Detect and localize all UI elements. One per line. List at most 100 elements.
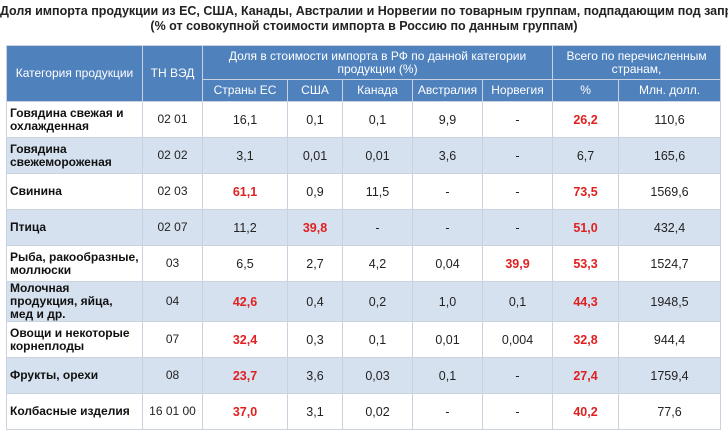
category-cell: Фрукты, орехи bbox=[6, 357, 143, 394]
usa-share-cell: 0,01 bbox=[287, 137, 343, 174]
header-total-group: Всего по перечисленным странам, bbox=[552, 45, 722, 80]
australia-share-cell: - bbox=[412, 173, 483, 210]
usa-share-cell: 2,7 bbox=[287, 245, 343, 282]
norway-share-cell: 0,1 bbox=[481, 281, 554, 322]
table-body: Говядина свежая и охлажденная 02 01 16,1 0,… bbox=[6, 101, 722, 430]
table-row: Овощи и некоторые корнеплоды 07 32,4 0,3 0,1… bbox=[6, 321, 722, 358]
tn-ved-cell: 07 bbox=[142, 321, 203, 358]
category-cell: Говядина свежемороженая bbox=[6, 137, 143, 174]
header-category: Категория продукции bbox=[6, 45, 143, 102]
canada-share-cell: 0,2 bbox=[342, 281, 413, 322]
eu-share-cell: 11,2 bbox=[202, 209, 288, 246]
tn-ved-cell: 02 02 bbox=[142, 137, 203, 174]
usa-share-cell: 39,8 bbox=[287, 209, 343, 246]
total-mln-usd-cell: 77,6 bbox=[618, 393, 722, 430]
eu-share-cell: 3,1 bbox=[202, 137, 288, 174]
usa-share-cell: 3,1 bbox=[287, 393, 343, 430]
total-mln-usd-cell: 432,4 bbox=[618, 209, 722, 246]
eu-share-cell: 16,1 bbox=[202, 101, 288, 138]
tn-ved-cell: 02 03 bbox=[142, 173, 203, 210]
canada-share-cell: 11,5 bbox=[342, 173, 413, 210]
table-row: Свинина 02 03 61,1 0,9 11,5- -73,5 1569,6 bbox=[6, 173, 722, 210]
canada-share-cell: 0,01 bbox=[342, 137, 413, 174]
total-percent-cell: 40,2 bbox=[552, 393, 620, 430]
usa-share-cell: 0,4 bbox=[287, 281, 343, 322]
title-line-2: (% от совокупной стоимости импорта в Рос… bbox=[150, 19, 578, 33]
header-australia: Австралия bbox=[412, 79, 483, 102]
australia-share-cell: 0,1 bbox=[412, 357, 483, 394]
header-norway: Норвегия bbox=[481, 79, 554, 102]
australia-share-cell: 0,01 bbox=[412, 321, 483, 358]
category-cell: Рыба, ракообразные, моллюски bbox=[6, 245, 143, 282]
total-mln-usd-cell: 1569,6 bbox=[618, 173, 722, 210]
header-tn-ved: ТН ВЭД bbox=[142, 45, 203, 102]
total-percent-cell: 27,4 bbox=[552, 357, 620, 394]
australia-share-cell: 3,6 bbox=[412, 137, 483, 174]
table-title: Доля импорта продукции из ЕС, США, Канад… bbox=[0, 4, 728, 34]
tn-ved-cell: 02 01 bbox=[142, 101, 203, 138]
category-cell: Молочная продукция, яйца, мед и др. bbox=[6, 281, 143, 322]
norway-share-cell: - bbox=[481, 209, 554, 246]
total-mln-usd-cell: 110,6 bbox=[618, 101, 722, 138]
total-percent-cell: 6,7 bbox=[552, 137, 620, 174]
table-row: Птица 02 07 11,2 39,8- - -51,0 432,4 bbox=[6, 209, 722, 246]
header-mln-usd: Млн. долл. bbox=[618, 79, 722, 102]
total-percent-cell: 32,8 bbox=[552, 321, 620, 358]
total-percent-cell: 73,5 bbox=[552, 173, 620, 210]
table-row: Говядина свежая и охлажденная 02 01 16,1 0,… bbox=[6, 101, 722, 138]
tn-ved-cell: 04 bbox=[142, 281, 203, 322]
tn-ved-cell: 03 bbox=[142, 245, 203, 282]
norway-share-cell: - bbox=[481, 393, 554, 430]
total-percent-cell: 26,2 bbox=[552, 101, 620, 138]
canada-share-cell: 0,1 bbox=[342, 101, 413, 138]
eu-share-cell: 37,0 bbox=[202, 393, 288, 430]
category-cell: Птица bbox=[6, 209, 143, 246]
canada-share-cell: 0,02 bbox=[342, 393, 413, 430]
eu-share-cell: 23,7 bbox=[202, 357, 288, 394]
table-row: Молочная продукция, яйца, мед и др. 04 42,… bbox=[6, 281, 722, 322]
canada-share-cell: 0,03 bbox=[342, 357, 413, 394]
table-row: Говядина свежемороженая 02 02 3,1 0,01 0,01 3… bbox=[6, 137, 722, 174]
usa-share-cell: 0,3 bbox=[287, 321, 343, 358]
canada-share-cell: 4,2 bbox=[342, 245, 413, 282]
table-row: Рыба, ракообразные, моллюски 03 6,5 2,7 4,2 0… bbox=[6, 245, 722, 282]
total-mln-usd-cell: 165,6 bbox=[618, 137, 722, 174]
total-mln-usd-cell: 1948,5 bbox=[618, 281, 722, 322]
australia-share-cell: 9,9 bbox=[412, 101, 483, 138]
norway-share-cell: 0,004 bbox=[481, 321, 554, 358]
category-cell: Свинина bbox=[6, 173, 143, 210]
norway-share-cell: - bbox=[481, 173, 554, 210]
import-share-table: Категория продукции ТН ВЭД Доля в стоимо… bbox=[6, 45, 722, 430]
header-eu: Страны ЕС bbox=[202, 79, 288, 102]
tn-ved-cell: 02 07 bbox=[142, 209, 203, 246]
australia-share-cell: - bbox=[412, 393, 483, 430]
canada-share-cell: 0,1 bbox=[342, 321, 413, 358]
usa-share-cell: 0,9 bbox=[287, 173, 343, 210]
total-percent-cell: 44,3 bbox=[552, 281, 620, 322]
australia-share-cell: - bbox=[412, 209, 483, 246]
header-share-group: Доля в стоимости импорта в РФ по данной … bbox=[201, 45, 554, 80]
header-percent: % bbox=[552, 79, 620, 102]
tn-ved-cell: 16 01 00 bbox=[142, 393, 203, 430]
australia-share-cell: 1,0 bbox=[412, 281, 483, 322]
norway-share-cell: - bbox=[481, 137, 554, 174]
total-mln-usd-cell: 1524,7 bbox=[618, 245, 722, 282]
eu-share-cell: 61,1 bbox=[202, 173, 288, 210]
eu-share-cell: 42,6 bbox=[202, 281, 288, 322]
norway-share-cell: 39,9 bbox=[481, 245, 554, 282]
total-percent-cell: 53,3 bbox=[552, 245, 620, 282]
category-cell: Колбасные изделия bbox=[6, 393, 143, 430]
total-mln-usd-cell: 944,4 bbox=[618, 321, 722, 358]
total-mln-usd-cell: 1759,4 bbox=[618, 357, 722, 394]
table-row: Фрукты, орехи 08 23,7 3,6 0,03 0,1-27,4 1759,4 bbox=[6, 357, 722, 394]
eu-share-cell: 6,5 bbox=[202, 245, 288, 282]
category-cell: Овощи и некоторые корнеплоды bbox=[6, 321, 143, 358]
australia-share-cell: 0,04 bbox=[412, 245, 483, 282]
total-percent-cell: 51,0 bbox=[552, 209, 620, 246]
usa-share-cell: 3,6 bbox=[287, 357, 343, 394]
eu-share-cell: 32,4 bbox=[202, 321, 288, 358]
header-usa: США bbox=[287, 79, 343, 102]
tn-ved-cell: 08 bbox=[142, 357, 203, 394]
canada-share-cell: - bbox=[342, 209, 413, 246]
